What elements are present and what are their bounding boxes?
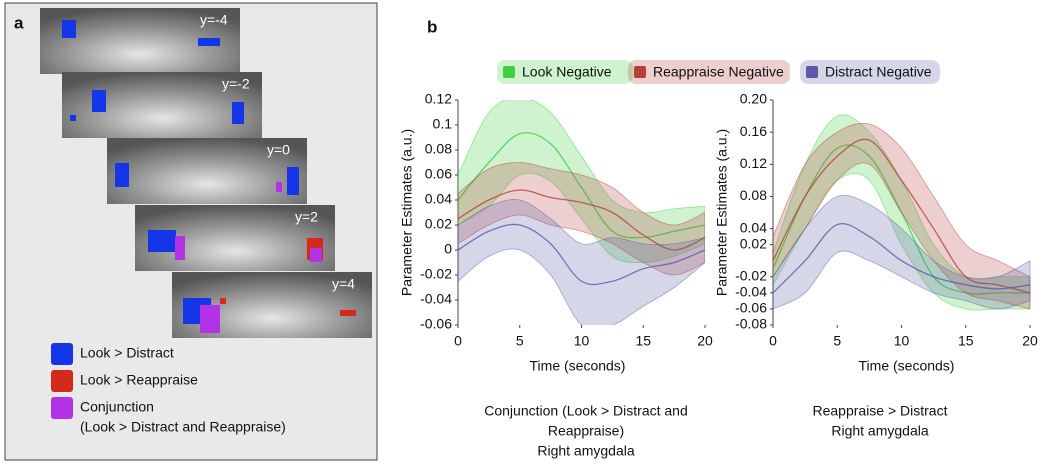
activation — [310, 248, 322, 262]
y-tick-label: -0.04 — [420, 291, 452, 307]
confidence-band — [773, 194, 1031, 310]
y-tick-label: 0.20 — [740, 91, 767, 107]
activation — [232, 102, 244, 124]
legend-label: (Look > Distract and Reappraise) — [80, 419, 286, 435]
y-tick-label: 0.1 — [433, 116, 453, 132]
y-tick-label: -0.08 — [735, 316, 767, 332]
legend-swatch — [51, 370, 73, 392]
y-tick-label: 0.06 — [425, 166, 452, 182]
legend-label: Conjunction — [80, 399, 154, 415]
slice-label: y=-2 — [222, 76, 250, 92]
x-axis-title: Time (seconds) — [859, 358, 955, 374]
mean-line — [458, 223, 705, 286]
activation — [92, 90, 106, 112]
y-tick-label: 0.16 — [740, 123, 767, 139]
legend-label: Distract Negative — [825, 64, 932, 80]
legend-label: Look > Reappraise — [80, 372, 198, 388]
plot-area — [458, 100, 705, 325]
slice-label: y=0 — [267, 142, 290, 158]
slice-label: y=2 — [295, 209, 318, 225]
y-tick-label: -0.02 — [735, 267, 767, 283]
chart-caption: Reappraise) — [548, 423, 624, 439]
legend-swatch — [634, 66, 646, 78]
mean-line — [773, 223, 1031, 294]
brain-slice — [107, 138, 307, 204]
activation — [148, 230, 176, 252]
activation — [70, 115, 76, 121]
x-tick-label: 20 — [1022, 333, 1038, 349]
legend-label: Reappraise Negative — [653, 64, 784, 80]
x-tick-label: 5 — [833, 333, 841, 349]
activation — [62, 20, 76, 38]
slice-label: y=-4 — [200, 12, 228, 28]
legend-label: Look > Distract — [80, 345, 174, 361]
confidence-band — [458, 100, 705, 263]
y-tick-label: -0.06 — [735, 300, 767, 316]
chart-caption: Conjunction (Look > Distract and — [484, 403, 688, 419]
y-tick-label: 0.04 — [740, 219, 767, 235]
legend-bg — [497, 60, 633, 84]
x-tick-label: 5 — [516, 333, 524, 349]
legend-bg — [800, 60, 940, 84]
y-tick-label: 0.02 — [425, 216, 452, 232]
y-tick-label: -0.02 — [420, 266, 452, 282]
plot-area — [773, 114, 1031, 311]
y-tick-label: 0 — [444, 241, 452, 257]
x-tick-label: 15 — [635, 333, 651, 349]
panel-label: a — [14, 13, 24, 32]
activation — [115, 163, 129, 187]
y-tick-label: 0.02 — [740, 235, 767, 251]
mean-line — [773, 138, 1031, 294]
confidence-band — [458, 199, 705, 325]
legend-swatch — [51, 343, 73, 365]
y-axis-title: Parameter Estimates (a.u.) — [714, 129, 730, 296]
x-tick-label: 20 — [697, 333, 713, 349]
x-tick-label: 0 — [769, 333, 777, 349]
activation — [200, 305, 220, 333]
panel-label: b — [427, 17, 437, 36]
y-tick-label: 0.12 — [425, 91, 452, 107]
chart-caption: Reappraise > Distract — [812, 403, 947, 419]
legend-swatch — [503, 66, 515, 78]
x-tick-label: 15 — [958, 333, 974, 349]
y-tick-label: 0.04 — [425, 191, 452, 207]
chart-caption: Right amygdala — [831, 423, 928, 439]
activation — [276, 182, 282, 192]
chart-caption: Right amygdala — [537, 443, 634, 459]
y-tick-label: -0.04 — [735, 284, 767, 300]
slice-label: y=4 — [332, 276, 355, 292]
y-tick-label: 0.08 — [740, 187, 767, 203]
x-tick-label: 10 — [894, 333, 910, 349]
activation — [340, 310, 356, 316]
activation — [220, 298, 226, 304]
legend-label: Look Negative — [522, 64, 612, 80]
activation — [287, 167, 299, 195]
mean-line — [458, 189, 705, 251]
x-tick-label: 0 — [454, 333, 462, 349]
x-axis-title: Time (seconds) — [530, 358, 626, 374]
mean-line — [458, 132, 705, 239]
legend-bg — [628, 60, 790, 84]
activation — [198, 38, 220, 46]
legend-swatch — [51, 397, 73, 419]
y-tick-label: 0.12 — [740, 155, 767, 171]
activation — [175, 236, 185, 260]
y-axis-title: Parameter Estimates (a.u.) — [399, 129, 415, 296]
x-tick-label: 10 — [574, 333, 590, 349]
y-tick-label: -0.06 — [420, 316, 452, 332]
legend-swatch — [806, 66, 818, 78]
y-tick-label: 0.08 — [425, 141, 452, 157]
